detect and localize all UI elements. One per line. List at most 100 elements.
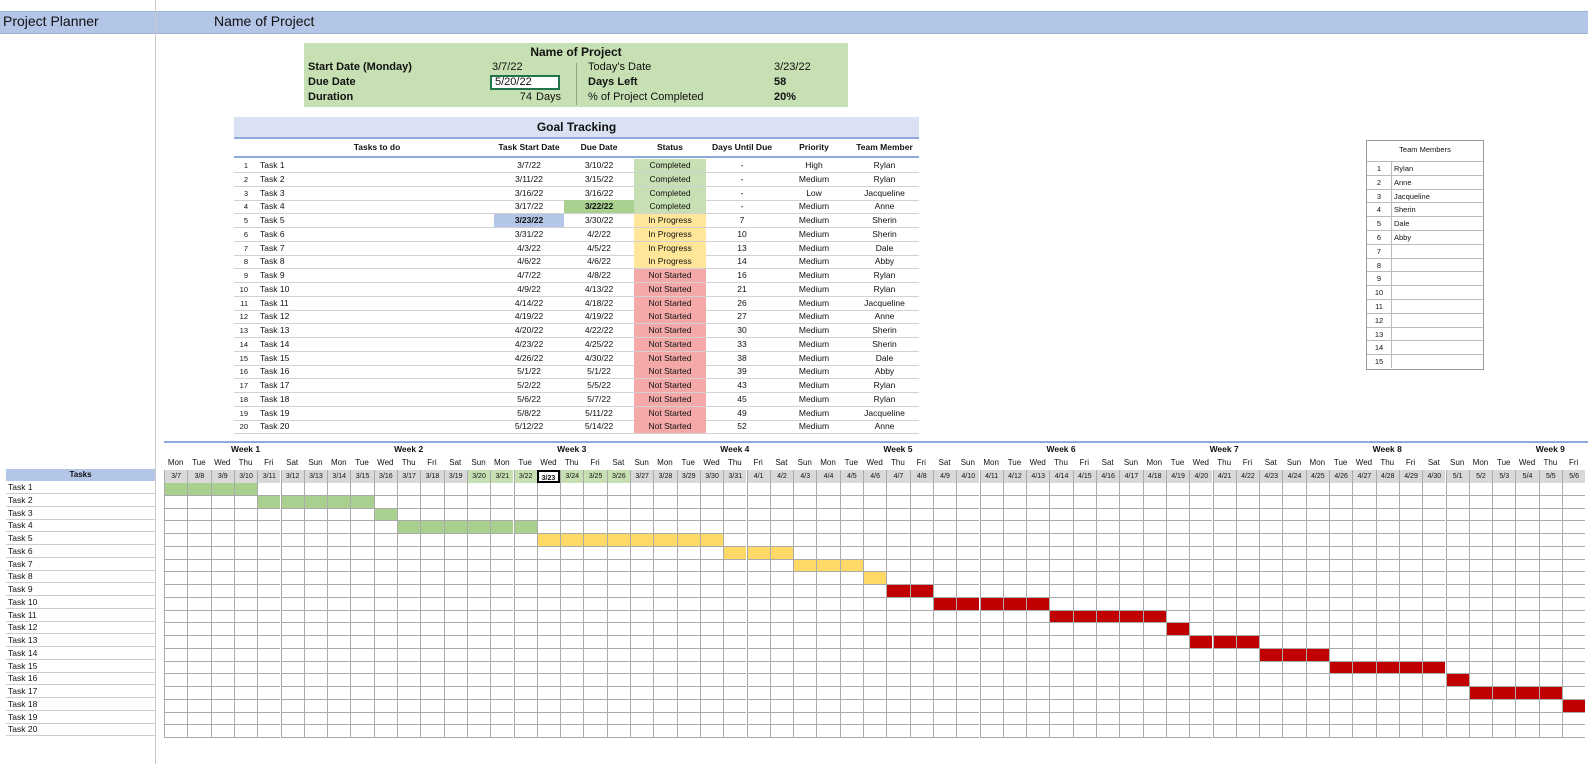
grid-cell[interactable] xyxy=(1445,559,1469,573)
grid-cell[interactable] xyxy=(1119,546,1143,560)
grid-cell[interactable] xyxy=(164,508,188,522)
grid-cell[interactable] xyxy=(723,610,747,624)
grid-cell[interactable] xyxy=(350,699,374,713)
grid-cell[interactable] xyxy=(793,687,817,700)
grid-cell[interactable] xyxy=(466,534,491,547)
grid-cell[interactable] xyxy=(373,725,397,738)
grid-cell[interactable] xyxy=(1235,674,1260,687)
grid-cell[interactable] xyxy=(1305,483,1329,496)
grid-cell[interactable] xyxy=(769,597,794,611)
grid-cell[interactable] xyxy=(233,623,258,636)
grid-cell[interactable] xyxy=(303,559,328,573)
task-due-date[interactable]: 4/22/22 xyxy=(584,325,614,335)
grid-cell[interactable] xyxy=(443,648,467,662)
grid-cell[interactable] xyxy=(1562,546,1586,560)
team-member-name[interactable]: Jacqueline xyxy=(1394,191,1430,201)
grid-cell[interactable] xyxy=(490,661,514,675)
grid-cell[interactable] xyxy=(373,674,397,687)
grid-cell[interactable] xyxy=(1189,585,1213,598)
grid-cell[interactable] xyxy=(257,687,281,700)
grid-cell[interactable] xyxy=(1562,534,1586,547)
grid-cell[interactable] xyxy=(699,610,724,624)
grid-cell[interactable] xyxy=(723,674,747,687)
grid-cell[interactable] xyxy=(257,699,281,713)
grid-cell[interactable] xyxy=(233,725,258,738)
status-badge[interactable]: In Progress xyxy=(634,255,706,269)
table-row[interactable]: 9 Task 9 4/7/22 4/8/22 Not Started 16 Medium Ry… xyxy=(234,269,919,283)
grid-cell[interactable] xyxy=(1142,725,1166,738)
grid-cell[interactable] xyxy=(816,597,840,611)
grid-cell[interactable] xyxy=(1468,648,1493,662)
grid-cell[interactable] xyxy=(1189,559,1213,573)
grid-cell[interactable] xyxy=(1026,623,1050,636)
grid-cell[interactable] xyxy=(699,572,724,585)
grid-cell[interactable] xyxy=(1375,534,1399,547)
grid-cell[interactable] xyxy=(886,534,910,547)
date-header-cell[interactable]: 4/18 xyxy=(1142,470,1166,483)
grid-cell[interactable] xyxy=(1002,483,1027,496)
grid-cell[interactable] xyxy=(1329,572,1353,585)
grid-cell[interactable] xyxy=(653,495,677,509)
date-header-cell[interactable]: 4/23 xyxy=(1259,470,1283,483)
team-member-name[interactable]: Abby xyxy=(1394,233,1412,242)
grid-cell[interactable] xyxy=(630,585,654,598)
grid-cell[interactable] xyxy=(490,712,514,726)
grid-cell[interactable] xyxy=(1445,725,1469,738)
grid-cell[interactable] xyxy=(1352,623,1376,636)
team-member[interactable]: Anne xyxy=(874,201,895,212)
start-date-value[interactable]: 3/7/22 xyxy=(492,61,523,73)
grid-cell[interactable] xyxy=(420,636,444,649)
team-member[interactable]: Rylan xyxy=(873,160,896,170)
table-row[interactable]: 10 Task 10 4/9/22 4/13/22 Not Started 21 Mediu… xyxy=(234,282,919,297)
grid-cell[interactable] xyxy=(1445,521,1469,534)
grid-cell[interactable] xyxy=(350,559,374,573)
grid-cell[interactable] xyxy=(793,521,817,534)
grid-cell[interactable] xyxy=(1096,687,1120,700)
grid-cell[interactable] xyxy=(793,585,817,598)
grid-cell[interactable] xyxy=(816,725,840,738)
grid-cell[interactable] xyxy=(769,725,794,738)
priority[interactable]: Medium xyxy=(798,325,830,335)
grid-cell[interactable] xyxy=(303,712,328,726)
grid-cell[interactable] xyxy=(1189,495,1213,509)
team-member[interactable]: Sherin xyxy=(872,228,897,239)
grid-cell[interactable] xyxy=(327,687,351,700)
grid-cell[interactable] xyxy=(1329,610,1353,624)
task-name[interactable]: Task 11 xyxy=(260,297,289,308)
task-start-date[interactable]: 5/2/22 xyxy=(517,380,541,390)
grid-cell[interactable] xyxy=(1515,636,1539,649)
grid-cell[interactable] xyxy=(373,572,397,585)
table-row[interactable]: 12 Task 12 4/19/22 4/19/22 Not Started 27 Medi… xyxy=(234,310,919,325)
grid-cell[interactable] xyxy=(956,661,980,675)
grid-cell[interactable] xyxy=(513,636,537,649)
grid-cell[interactable] xyxy=(1562,597,1586,611)
grid-cell[interactable] xyxy=(1026,546,1050,560)
grid-cell[interactable] xyxy=(676,699,700,713)
grid-cell[interactable] xyxy=(1282,610,1306,624)
grid-cell[interactable] xyxy=(397,508,421,522)
grid-cell[interactable] xyxy=(210,597,234,611)
grid-cell[interactable] xyxy=(187,495,211,509)
grid-cell[interactable] xyxy=(932,546,957,560)
task-bar-cell[interactable] xyxy=(583,534,607,547)
grid-cell[interactable] xyxy=(1212,725,1236,738)
grid-cell[interactable] xyxy=(1026,687,1050,700)
grid-cell[interactable] xyxy=(233,597,258,611)
grid-cell[interactable] xyxy=(560,610,584,624)
grid-cell[interactable] xyxy=(956,648,980,662)
grid-cell[interactable] xyxy=(653,597,677,611)
grid-cell[interactable] xyxy=(466,712,491,726)
grid-cell[interactable] xyxy=(979,674,1003,687)
priority[interactable]: Medium xyxy=(798,380,830,390)
grid-cell[interactable] xyxy=(1189,623,1213,636)
grid-cell[interactable] xyxy=(443,661,467,675)
grid-cell[interactable] xyxy=(164,725,188,738)
grid-cell[interactable] xyxy=(303,585,328,598)
grid-cell[interactable] xyxy=(606,585,630,598)
grid-cell[interactable] xyxy=(1096,674,1120,687)
grid-cell[interactable] xyxy=(490,725,514,738)
grid-cell[interactable] xyxy=(769,559,794,573)
grid-cell[interactable] xyxy=(327,508,351,522)
grid-cell[interactable] xyxy=(932,636,957,649)
grid-cell[interactable] xyxy=(466,483,491,496)
